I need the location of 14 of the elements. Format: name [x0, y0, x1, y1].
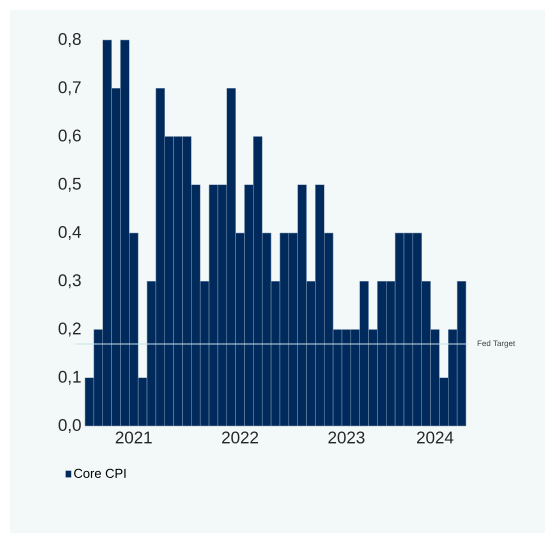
y-tick-label: 0,4	[58, 226, 81, 240]
x-tick-label: 2021	[116, 431, 152, 444]
y-tick-label: 0,8	[58, 32, 81, 47]
legend-label: Core CPI	[74, 468, 126, 478]
y-tick-label: 0,2	[58, 322, 81, 336]
y-tick-label: 0,1	[58, 370, 81, 385]
y-tick-label: 0,3	[58, 274, 81, 288]
y-tick-label: 0,0	[58, 418, 81, 433]
x-tick-label: 2022	[222, 431, 258, 444]
y-tick-label: 0,5	[58, 178, 81, 192]
y-tick-label: 0,7	[58, 81, 81, 96]
y-tick-label: 0,6	[58, 129, 81, 144]
x-tick-label: 2023	[328, 431, 364, 444]
x-tick-label: 2024	[417, 431, 454, 444]
